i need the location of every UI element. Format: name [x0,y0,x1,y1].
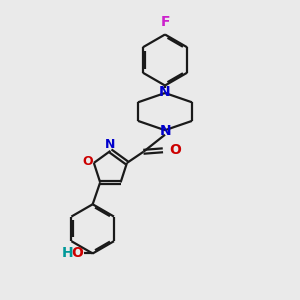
Text: N: N [159,85,171,99]
Text: N: N [105,138,116,152]
Text: O: O [82,155,93,168]
Text: O: O [169,143,181,157]
Text: F: F [160,15,170,29]
Text: N: N [160,124,171,138]
Text: H: H [61,246,73,260]
Text: O: O [71,246,83,260]
